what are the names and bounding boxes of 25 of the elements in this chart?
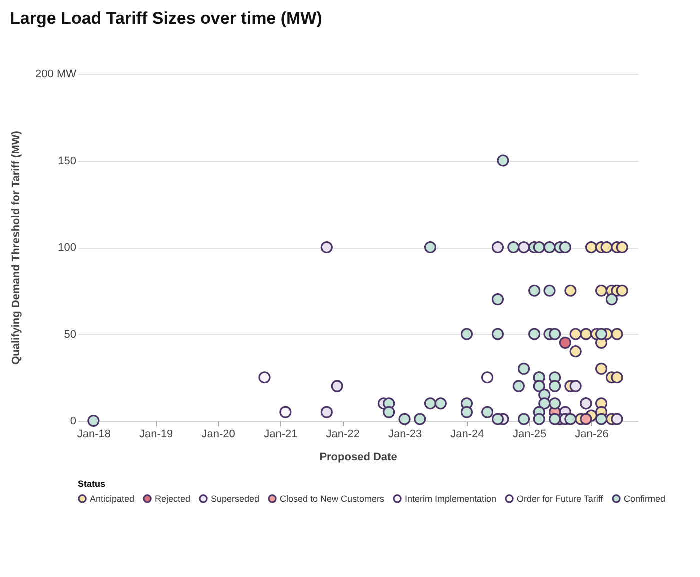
legend-label: Superseded xyxy=(211,494,260,504)
x-tick-label: Jan-26 xyxy=(575,428,609,440)
y-tick-label: 50 xyxy=(64,328,76,341)
x-tick-label: Jan-22 xyxy=(326,428,360,440)
y-tick-label: 0 xyxy=(70,416,76,428)
legend-title: Status xyxy=(78,479,106,489)
x-tick-label: Jan-25 xyxy=(512,428,547,440)
y-axis-title: Qualifying Demand Threshold for Tariff (MW) xyxy=(10,130,23,365)
legend-label: Rejected xyxy=(155,494,191,504)
y-tick-label: 100 xyxy=(58,242,76,254)
x-tick-label: Jan-18 xyxy=(77,428,111,440)
x-tick-label: Jan-19 xyxy=(140,428,174,440)
y-tick-label: 200 MW xyxy=(36,68,78,80)
x-tick-label: Jan-24 xyxy=(450,428,484,440)
x-axis-title: Proposed Date xyxy=(320,452,398,464)
legend-label: Closed to New Customers xyxy=(280,494,386,504)
x-tick-label: Jan-21 xyxy=(264,428,298,440)
legend-label: Order for Future Tariff xyxy=(517,494,604,504)
legend-label: Confirmed xyxy=(624,494,666,504)
legend-label: Anticipated xyxy=(90,494,135,504)
y-tick-label: 150 xyxy=(58,155,76,168)
chart-title: Large Load Tariff Sizes over time (MW) xyxy=(10,9,322,28)
legend-label: Interim Implementation xyxy=(405,494,497,504)
x-tick-label: Jan-23 xyxy=(388,428,422,440)
x-tick-label: Jan-20 xyxy=(202,428,236,440)
